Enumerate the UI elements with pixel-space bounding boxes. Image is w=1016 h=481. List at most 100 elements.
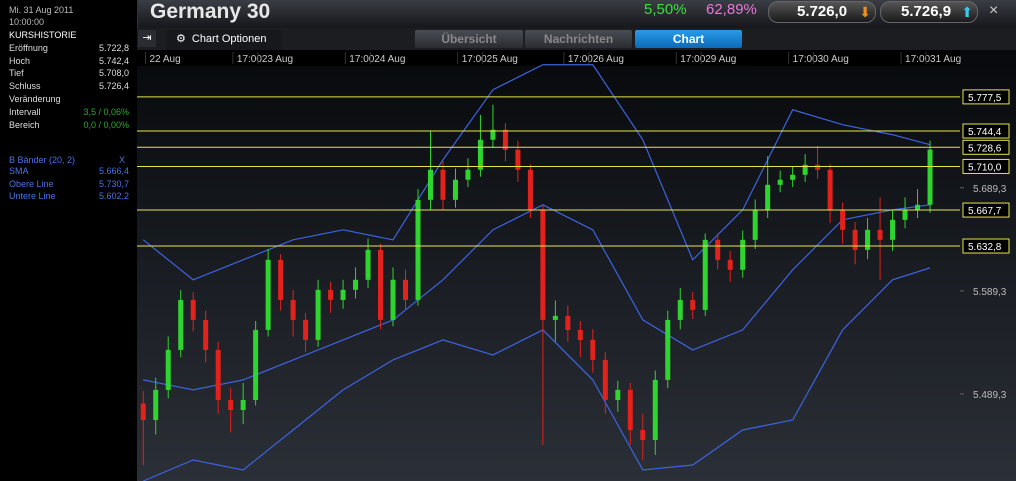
x-tick-label: 17:00 [793,54,818,65]
info-row: Intervall 3,5 / 0,06% [0,106,137,119]
close-button[interactable]: × [989,2,999,19]
x-tick-label: 30 Aug [818,54,849,65]
row-label: Hoch [9,55,31,66]
candle-body [590,339,596,360]
level-box [962,202,1010,218]
candle-body [215,349,221,400]
level-label: 5.777,5 [968,93,1002,104]
x-tick-label: 24 Aug [374,54,405,65]
row-label: Eröffnung [9,43,48,53]
tab-active[interactable]: Chart [635,30,742,48]
candle-body [502,129,508,150]
sell-button[interactable]: 5.726,0 ⬇ [768,1,876,23]
candle-body [527,169,533,210]
section-title: KURSHISTORIE [9,30,77,40]
candle-body [190,299,196,320]
level-label: 5.710,0 [968,162,1002,173]
candle-body [240,399,246,410]
row-value: 5.742,4 [98,55,129,66]
tab[interactable]: Übersicht [415,30,523,48]
candle-body [815,164,821,170]
chart-options-label: Chart Optionen [191,33,267,45]
section-title: Veränderung [9,94,61,104]
x-tick-label: 23 Aug [262,54,293,65]
candle-body [515,149,521,170]
candle-body [927,149,933,205]
candle-body [253,329,259,400]
row-value: 5.730,7 [98,178,129,189]
info-row: Eröffnung 5.722,8 [0,42,137,55]
candle-body [665,319,671,380]
candle-body [490,129,496,140]
candle-body [178,299,184,350]
row-label: Tief [9,68,24,78]
buy-price: 5.726,9 [901,3,952,20]
candle-body [278,259,284,300]
y-tick-label: 5.689,3 [973,184,1007,195]
candle-body [627,389,633,430]
collapse-button[interactable]: ⇥ [138,30,156,47]
row-label: Obere Line [9,178,54,189]
row-value: 3,5 / 0,06% [83,107,129,117]
candle-body [640,429,646,440]
x-tick-label: 25 Aug [487,54,518,65]
x-tick-label: 29 Aug [705,54,736,65]
up-arrow: ⬆ [961,4,973,20]
candle-body [540,209,546,320]
candle-body [153,389,159,420]
info-row: SMA 5.666,4 [0,165,137,178]
x-tick-label: 17:00 [462,54,487,65]
indicator-name: B Bänder (20, 2) [9,155,76,165]
candle-body [577,329,583,340]
candle-body [765,184,771,210]
level-label: 5.667,7 [968,206,1002,217]
x-tick-label: 17:00 [568,54,593,65]
candle-body [477,139,483,170]
x-tick-label: 31 Aug [930,54,961,65]
candle-body [265,259,271,330]
row-label: Bereich [9,119,40,130]
candle-body [427,169,433,200]
candle-body [203,319,209,350]
candle-body [465,169,471,180]
candle-body [378,249,384,320]
buy-button[interactable]: 5.726,9 ⬆ [880,1,978,23]
level-box [962,123,1010,139]
level-box [962,139,1010,155]
change-rows: Intervall 3,5 / 0,06% Bereich 0,0 / 0,00% [0,106,137,131]
candle-body [565,315,571,330]
indicator-rows: SMA 5.666,4 Obere Line 5.730,7 Untere Line 5.… [0,165,137,203]
ratio-pct: 62,89% [706,1,757,18]
x-tick-label: 22 Aug [149,54,180,65]
level-label: 5.744,4 [968,127,1002,138]
candle-body [740,239,746,270]
candle-body [790,174,796,180]
level-box [962,89,1010,105]
tab[interactable]: Nachrichten [525,30,632,48]
candle-body [827,169,833,210]
date: Mi. 31 Aug 2011 [9,5,74,15]
time-axis-bar [137,50,960,66]
level-label: 5.632,8 [968,242,1002,253]
candle-body [702,239,708,310]
candle-body [915,204,921,210]
chart-options-tab[interactable]: ⚙ Chart Optionen [166,30,282,50]
x-tick-label: 17:00 [680,54,705,65]
level-box [962,158,1010,174]
info-row: Bereich 0,0 / 0,00% [0,119,137,132]
info-row: Schluss 5.726,4 [0,80,137,93]
candle-body [140,403,146,420]
candle-body [890,219,896,240]
level-label: 5.728,6 [968,143,1002,154]
x-tick-label: 17:00 [237,54,262,65]
down-arrow: ⬇ [859,4,871,20]
row-label: Schluss [9,80,41,91]
candle-body [290,299,296,320]
candle-body [403,279,409,300]
candle-body [902,209,908,220]
candle-body [802,164,808,175]
indicator-close[interactable]: X [118,155,125,165]
candle-body [865,229,871,250]
history-rows: Eröffnung 5.722,8 Hoch 5.742,4 Tief 5.708,0 Sc… [0,42,137,92]
candle-body [552,315,558,320]
